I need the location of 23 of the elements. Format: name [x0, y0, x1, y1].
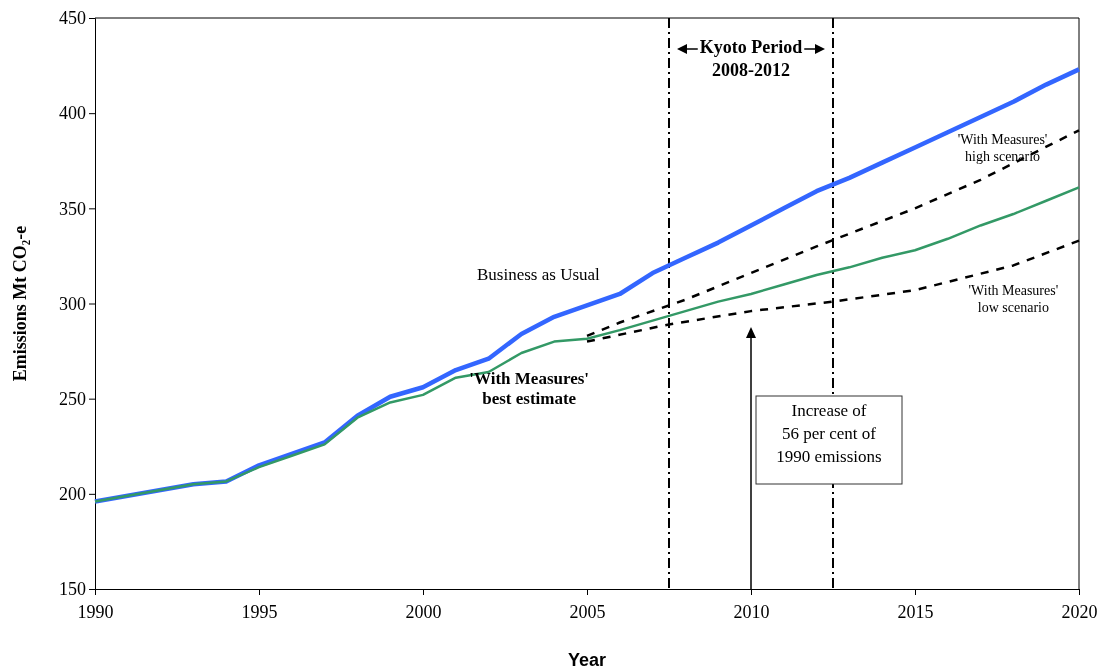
series-label: 'With Measures' high scenario	[957, 131, 1048, 164]
x-tick-label: 1990	[77, 601, 114, 622]
x-tick-label: 2000	[405, 601, 442, 622]
y-tick-label: 250	[59, 388, 86, 409]
y-tick-label: 150	[59, 579, 86, 600]
y-tick-label: 400	[59, 103, 86, 124]
y-axis-title: Emissions Mt CO₂-e	[10, 225, 30, 382]
x-tick-label: 2015	[897, 601, 934, 622]
x-tick-label: 2010	[733, 601, 770, 622]
x-tick-label: 1995	[241, 601, 278, 622]
series-label: 'With Measures' best estimate	[469, 368, 590, 408]
line-series	[93, 186, 1081, 503]
y-tick-label: 200	[59, 484, 86, 505]
annotation: Increase of 56 per cent of 1990 emissions	[776, 401, 882, 466]
x-tick-label: 2020	[1061, 601, 1098, 622]
x-axis-title: Year	[567, 650, 607, 670]
x-tick-label: 2005	[569, 601, 606, 622]
series-label: Business as Usual	[477, 264, 601, 284]
annotation: Kyoto Period 2008-2012	[699, 37, 803, 80]
y-tick-label: 450	[59, 8, 86, 29]
series-label: 'With Measures' low scenario	[968, 283, 1059, 316]
y-tick-label: 350	[59, 198, 86, 219]
y-tick-label: 300	[59, 293, 86, 314]
